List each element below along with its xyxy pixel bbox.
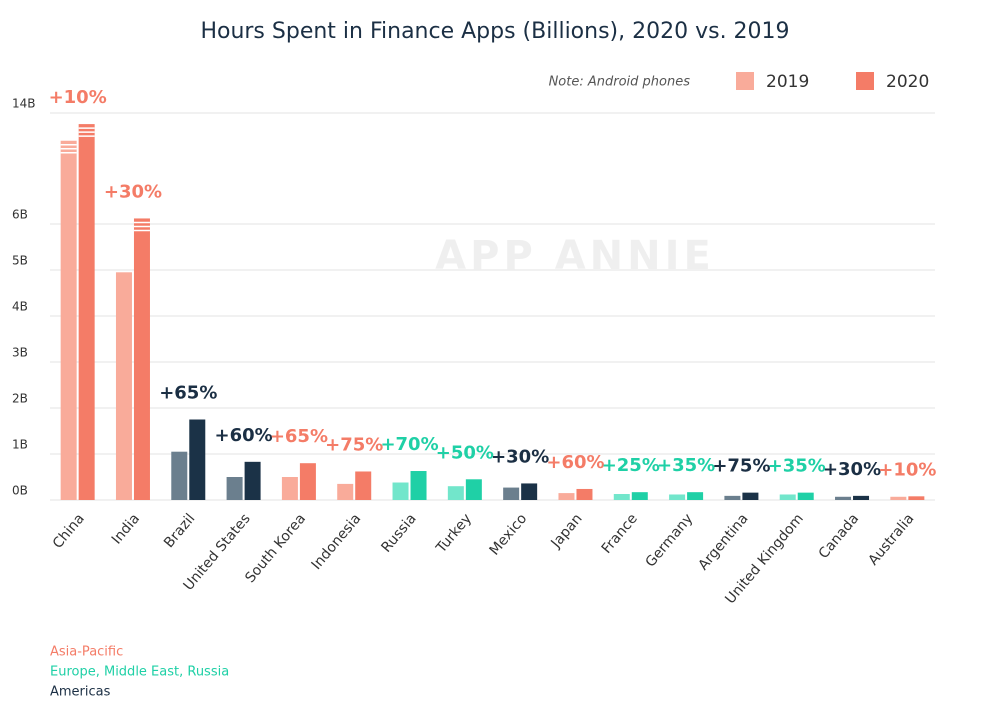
bar <box>631 492 648 500</box>
annotation: +35% <box>768 456 826 477</box>
bar <box>355 471 372 500</box>
bar <box>558 493 575 500</box>
x-tick-label: Turkey <box>433 511 475 557</box>
bar <box>189 419 206 500</box>
annotation: +75% <box>325 434 383 455</box>
annotation: +60% <box>215 425 273 446</box>
x-tick-label: Germany <box>643 511 697 571</box>
legend-label: 2019 <box>766 72 809 92</box>
x-tick-label: India <box>109 511 143 548</box>
bar <box>797 492 814 500</box>
bar <box>244 461 261 500</box>
x-tick-label: Brazil <box>161 511 198 551</box>
region-legend: Asia-Pacific <box>50 645 123 660</box>
bar <box>742 492 759 500</box>
annotation: +10% <box>49 87 107 108</box>
y-tick-label: 6B <box>12 208 28 222</box>
bar <box>853 495 870 500</box>
watermark: APP ANNIE <box>435 233 715 279</box>
bar <box>890 496 907 500</box>
bar <box>465 479 482 500</box>
y-tick-label: 3B <box>12 346 28 360</box>
annotation: +65% <box>159 383 217 404</box>
legend-swatch <box>856 72 874 90</box>
annotation: +30% <box>823 459 881 480</box>
legend-label: 2020 <box>886 72 929 92</box>
y-tick-label: 14B <box>12 97 36 111</box>
annotation: +75% <box>712 456 770 477</box>
annotation: +70% <box>380 434 438 455</box>
annotation: +50% <box>436 442 494 463</box>
x-tick-label: Argentina <box>695 511 751 574</box>
y-tick-label: 1B <box>12 438 28 452</box>
bar <box>392 482 409 500</box>
region-legend: Europe, Middle East, Russia <box>50 665 229 680</box>
bar <box>779 494 796 500</box>
y-tick-label: 5B <box>12 254 28 268</box>
bar <box>299 463 316 500</box>
annotation: +30% <box>104 181 162 202</box>
y-tick-label: 0B <box>12 484 28 498</box>
bar <box>115 272 132 500</box>
bar <box>78 124 95 500</box>
x-tick-label: Australia <box>865 511 917 569</box>
bar <box>835 496 852 500</box>
annotation: +25% <box>602 455 660 476</box>
bar <box>687 492 704 500</box>
bar <box>133 218 150 500</box>
bar <box>576 488 593 500</box>
region-legend: Americas <box>50 685 111 700</box>
note: Note: Android phones <box>549 75 691 90</box>
bar <box>337 483 354 500</box>
bar <box>908 496 925 500</box>
y-tick-label: 2B <box>12 392 28 406</box>
bar <box>613 494 630 500</box>
x-tick-label: Mexico <box>487 511 531 559</box>
x-tick-label: Russia <box>378 511 419 556</box>
bar <box>410 471 427 500</box>
annotation: +35% <box>657 455 715 476</box>
x-tick-label: China <box>50 511 88 552</box>
bar <box>724 495 741 500</box>
bar <box>226 477 243 500</box>
annotation: +65% <box>270 426 328 447</box>
x-tick-label: Indonesia <box>309 511 365 573</box>
x-tick-label: Canada <box>816 511 863 562</box>
bar <box>171 451 188 500</box>
y-tick-label: 4B <box>12 300 28 314</box>
bar <box>503 487 520 500</box>
bar <box>669 494 686 500</box>
annotation: +10% <box>878 459 936 480</box>
legend-swatch <box>736 72 754 90</box>
x-tick-label: Japan <box>548 511 586 552</box>
bar <box>521 483 538 500</box>
bar <box>60 140 77 500</box>
annotation: +30% <box>491 446 549 467</box>
annotation: +60% <box>546 452 604 473</box>
bar <box>281 477 298 500</box>
chart-title: Hours Spent in Finance Apps (Billions), … <box>200 19 789 44</box>
bar <box>447 486 464 500</box>
x-tick-label: France <box>599 511 641 557</box>
